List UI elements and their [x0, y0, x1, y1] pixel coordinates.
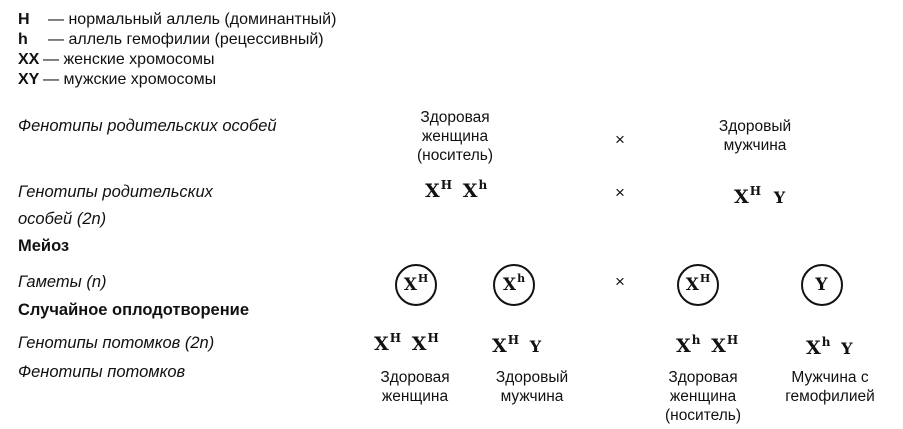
label-offspring-genotypes: Генотипы потомков (2n): [18, 334, 215, 352]
label-parent-genotypes-2n: особей (2n): [18, 210, 107, 228]
label-fertilization: Случайное оплодотворение: [18, 301, 249, 319]
gamete-circle: Y: [801, 264, 843, 306]
offspring-phenotype: Здоровая женщина: [380, 369, 450, 405]
female-parent-genotype: XH Xh: [425, 178, 488, 202]
gamete-allele: XH: [403, 272, 429, 295]
offspring-genotype: XH XH: [374, 331, 439, 355]
label-meiosis: Мейоз: [18, 237, 70, 255]
label-parent-genotypes: Генотипы родительских: [18, 183, 213, 201]
offspring-phenotype: Здоровый мужчина: [495, 369, 569, 405]
legend-text: женские хромосомы: [63, 51, 215, 68]
legend-text: аллель гемофилии (рецессивный): [68, 31, 324, 48]
label-parent-phenotypes: Фенотипы родительских особей: [18, 117, 277, 135]
gamete-circle: Xh: [493, 264, 535, 306]
allele: Xh: [462, 178, 488, 202]
gamete-allele: Xh: [502, 272, 526, 295]
legend-row-recessive: h — аллель гемофилии (рецессивный): [18, 31, 324, 48]
offspring-genotype: Xh XH: [676, 333, 739, 357]
legend-symbol: XX: [18, 51, 40, 68]
legend-text: нормальный аллель (доминантный): [68, 11, 337, 28]
allele: Y: [841, 339, 853, 358]
allele: XH: [411, 331, 439, 355]
gamete-allele: XH: [685, 272, 711, 295]
allele: Xh: [806, 335, 831, 359]
gamete-circle: XH: [677, 264, 719, 306]
allele: XH: [734, 184, 762, 208]
cross-symbol: ×: [615, 130, 625, 149]
legend-row-male: XY — мужские хромосомы: [18, 71, 217, 88]
cross-symbol: ×: [615, 272, 625, 291]
label-gametes: Гаметы (n): [18, 273, 107, 291]
male-parent-genotype: XH Y: [734, 184, 786, 208]
legend-text: мужские хромосомы: [63, 71, 217, 88]
allele: XH: [492, 333, 520, 357]
legend-symbol: h: [18, 31, 28, 48]
legend-row-dominant: H — нормальный аллель (доминантный): [18, 11, 337, 28]
gamete-allele: Y: [815, 275, 828, 295]
legend-row-female: XX — женские хромосомы: [18, 51, 215, 68]
label-offspring-phenotypes: Фенотипы потомков: [18, 363, 186, 381]
legend-symbol: H: [18, 11, 30, 28]
offspring-phenotype: Здоровая женщина (носитель): [664, 369, 742, 424]
allele: XH: [711, 333, 739, 357]
cross-symbol: ×: [615, 183, 625, 202]
offspring-genotype: XH Y: [492, 333, 542, 357]
offspring-genotype: Xh Y: [806, 335, 854, 359]
legend-symbol: XY: [18, 71, 40, 88]
female-parent-phenotype: Здоровая женщина (носитель): [416, 109, 494, 164]
allele: XH: [425, 178, 453, 202]
gamete-circle: XH: [395, 264, 437, 306]
allele: Y: [529, 337, 542, 356]
allele: XH: [374, 331, 402, 355]
allele: Xh: [676, 333, 701, 357]
offspring-phenotype: Мужчина с гемофилией: [785, 369, 875, 405]
male-parent-phenotype: Здоровый мужчина: [718, 118, 792, 154]
allele: Y: [773, 188, 786, 207]
